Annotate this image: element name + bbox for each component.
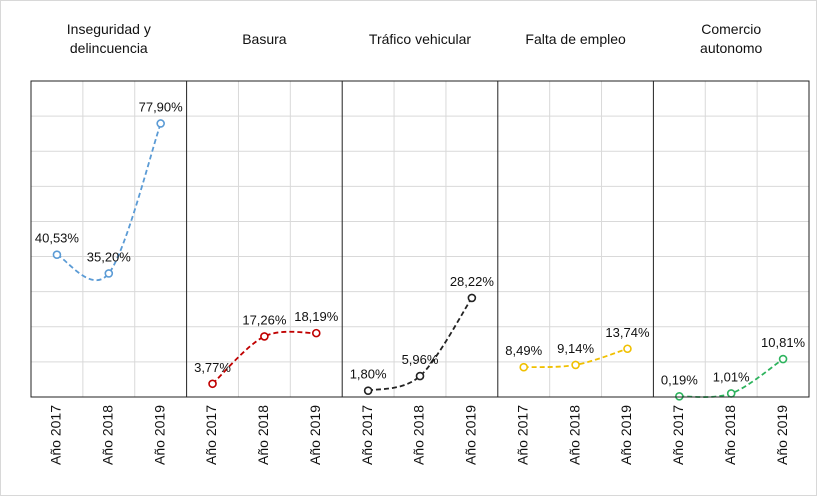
point [260, 332, 269, 341]
point [571, 360, 580, 370]
point [52, 250, 62, 259]
point [726, 389, 736, 398]
x-tick-label: Año 2017 [514, 405, 530, 465]
data-label: 1,01% [713, 369, 750, 384]
point [156, 119, 165, 128]
data-label: 77,90% [139, 99, 184, 114]
series-line [367, 297, 473, 392]
panel-title: Tráfico vehicular [368, 30, 472, 47]
x-tick-label: Año 2017 [203, 405, 219, 465]
x-tick-label: Año 2019 [307, 405, 323, 465]
data-label: 0,19% [661, 372, 698, 387]
point [467, 293, 477, 303]
data-label: 35,20% [87, 249, 132, 264]
point [208, 379, 217, 389]
point [415, 371, 425, 381]
data-label: 17,26% [242, 312, 287, 327]
x-tick-label: Año 2018 [411, 405, 427, 465]
point [311, 328, 321, 338]
point [675, 392, 684, 401]
x-tick-label: Año 2019 [463, 405, 479, 465]
data-label: 8,49% [505, 343, 542, 358]
panel-title: Falta de empleo [525, 30, 626, 47]
plot-frame [30, 80, 810, 398]
x-tick-label: Año 2018 [100, 405, 116, 465]
grid [31, 80, 809, 398]
x-tick-label: Año 2019 [618, 405, 634, 465]
data-label: 40,53% [35, 231, 80, 246]
x-tick-label: Año 2017 [48, 405, 64, 465]
point [623, 344, 632, 354]
point [104, 269, 114, 278]
data-label: 1,80% [350, 367, 387, 382]
data-label: 9,14% [557, 341, 594, 356]
x-tick-label: Año 2019 [774, 405, 790, 465]
panel-title: Comercio autonomo [700, 21, 763, 56]
data-label: 28,22% [450, 274, 495, 289]
data-label: 5,96% [402, 352, 439, 367]
x-tick-label: Año 2018 [255, 405, 271, 465]
x-tick-label: Año 2017 [670, 405, 686, 465]
panel-title: Basura [242, 30, 287, 47]
data-label: 18,19% [294, 309, 339, 324]
panel-title: Inseguridad y delincuencia [66, 21, 151, 56]
data-label: 3,77% [194, 360, 231, 375]
marks: 40,53% Año 2017 35,20% Año 2018 77,90% Año 20… [30, 80, 810, 465]
x-tick-label: Año 2018 [722, 405, 738, 465]
x-tick-label: Año 2019 [151, 405, 167, 465]
data-label: 13,74% [605, 325, 650, 340]
point [778, 354, 788, 364]
point [363, 386, 373, 395]
x-tick-label: Año 2018 [566, 405, 582, 465]
x-tick-label: Año 2017 [359, 405, 375, 465]
data-label: 10,81% [761, 335, 806, 350]
point [519, 362, 529, 372]
